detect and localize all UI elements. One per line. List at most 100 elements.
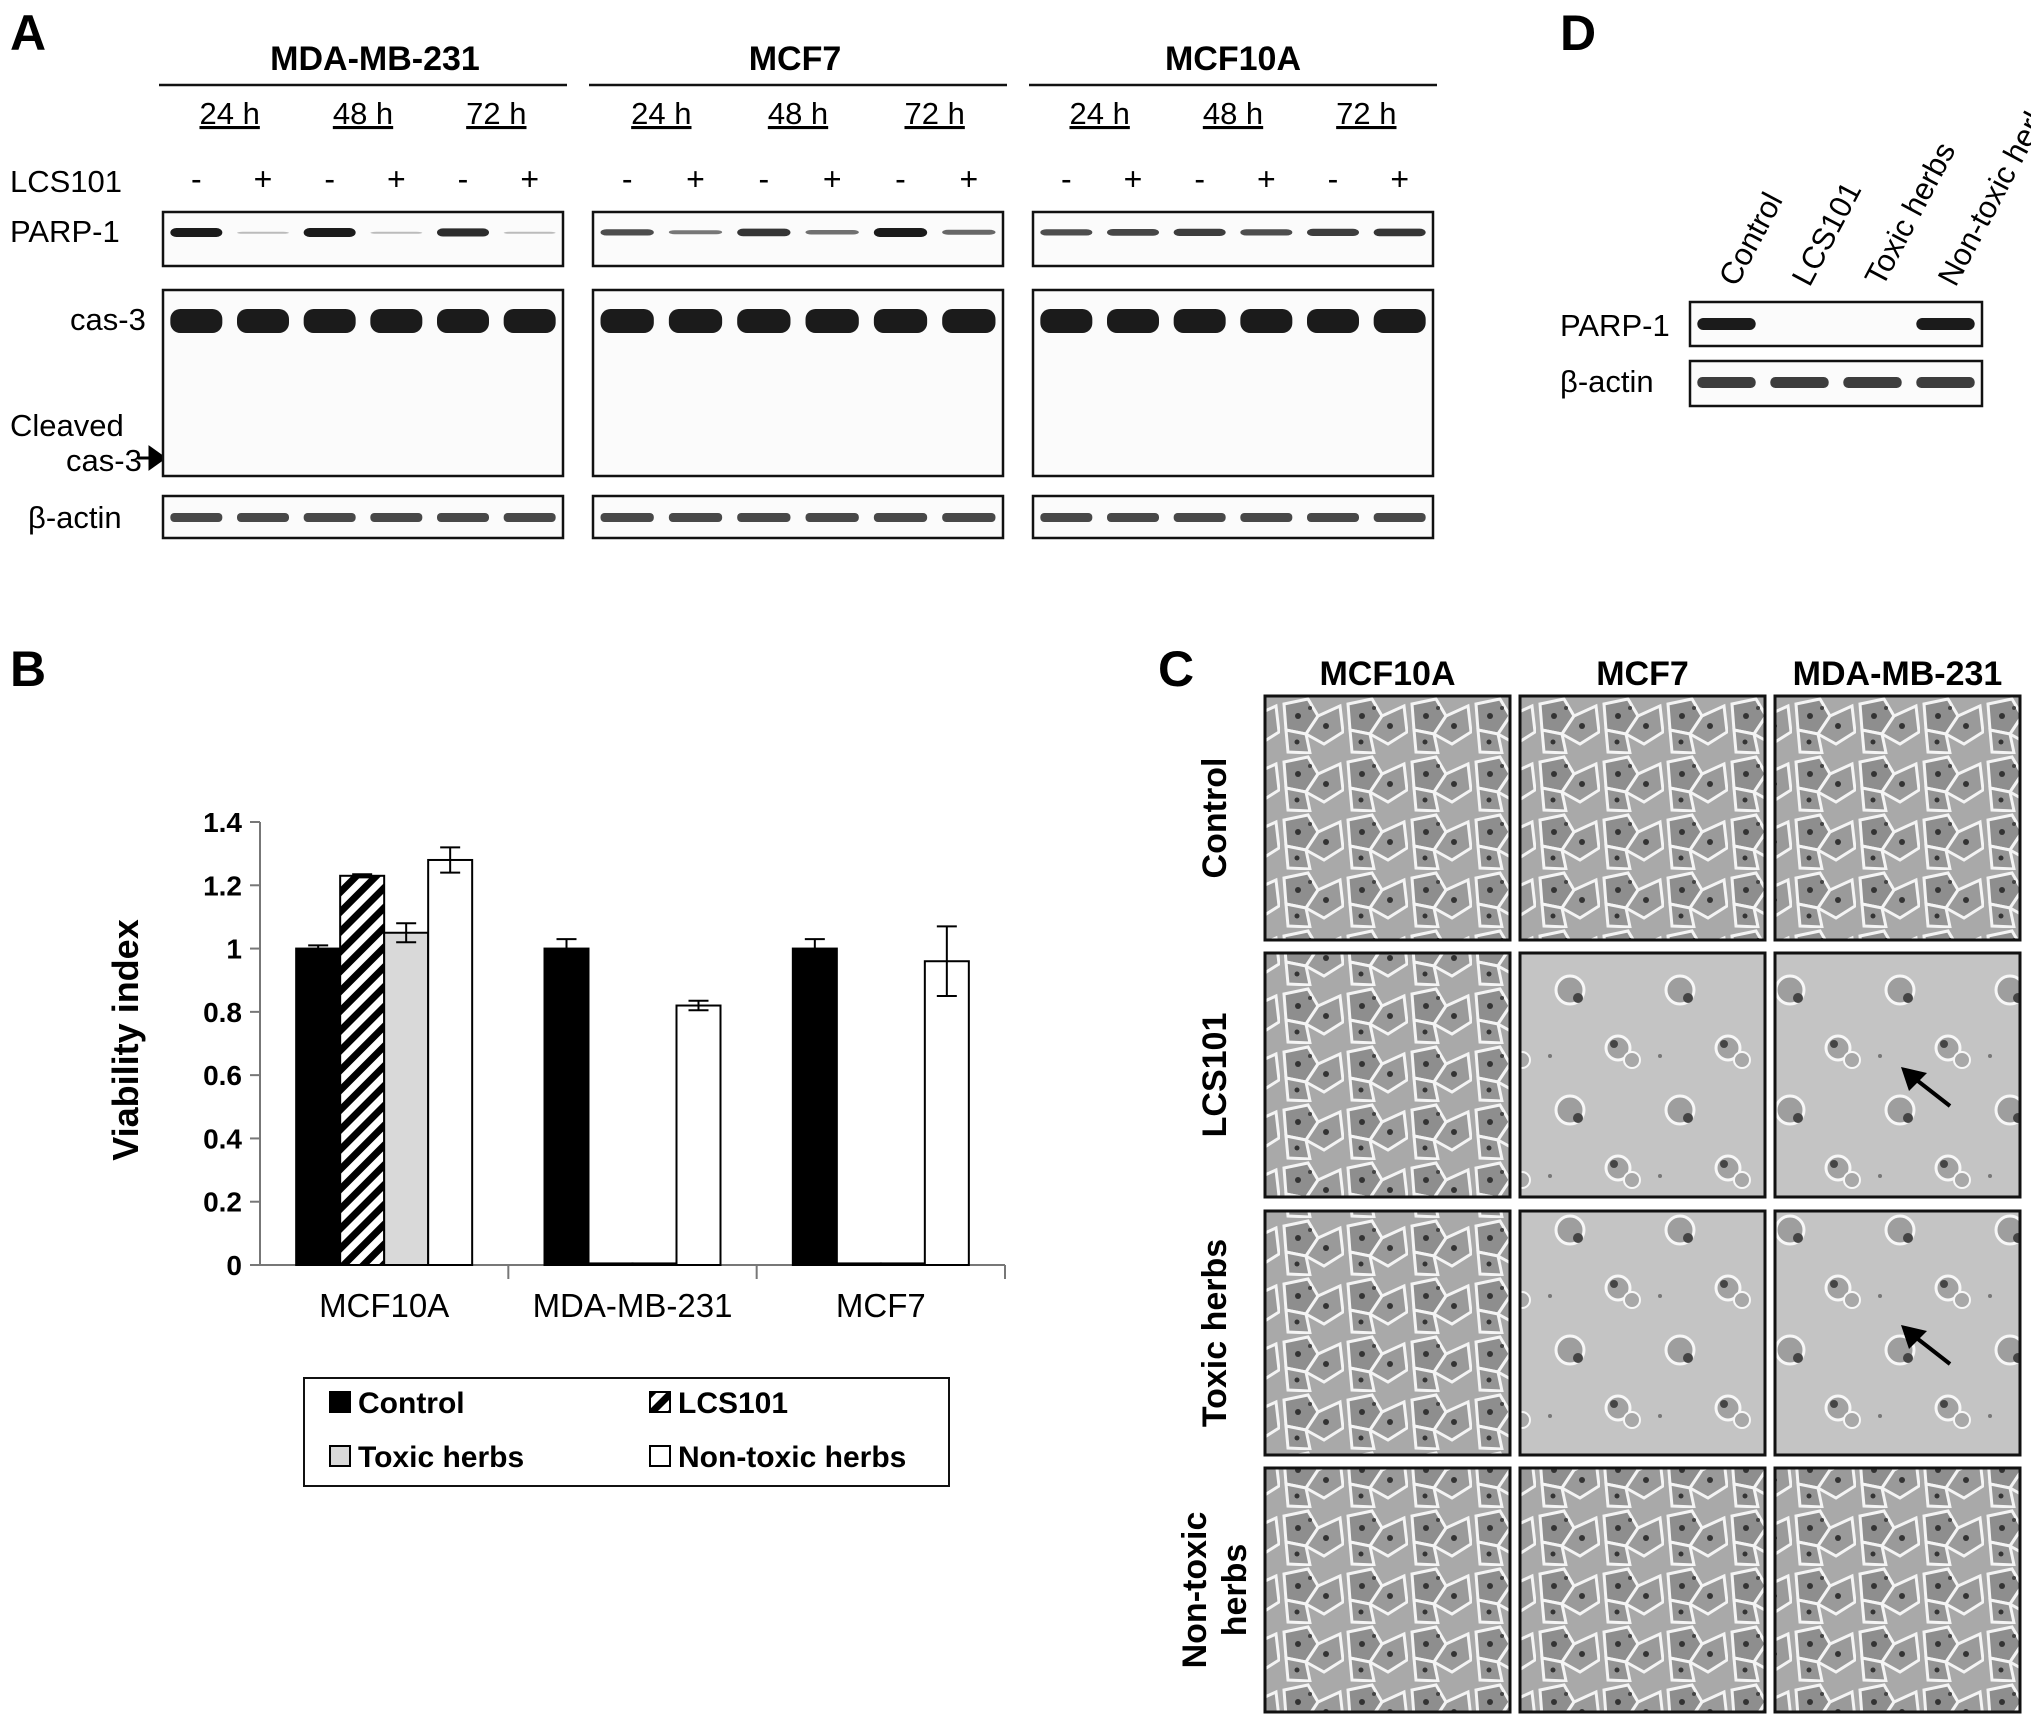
beta-actin-band [370, 513, 423, 522]
bar [879, 1262, 926, 1266]
parp1-blot [591, 210, 1005, 268]
d-lane-label: LCS101 [1785, 176, 1868, 291]
beta-actin-band [170, 513, 223, 522]
beta-actin-band [1173, 513, 1226, 522]
parp1-band [805, 230, 859, 235]
micrograph-image [1773, 951, 2022, 1199]
micrograph-image [1263, 1209, 1512, 1457]
d-beta-actin-band [1916, 377, 1975, 388]
d-parp1-band [1697, 318, 1756, 330]
legend-swatch [329, 1445, 351, 1467]
y-tick-label: 1 [226, 934, 242, 965]
parp1-band [600, 229, 654, 236]
parp1-band [1107, 229, 1159, 236]
micrograph-column-title: MCF7 [1596, 655, 1689, 693]
micrograph-image [1263, 694, 1512, 942]
arrow-icon [1901, 1067, 1952, 1108]
beta-actin-band [1107, 513, 1159, 522]
treatment-sign: + [1124, 161, 1143, 197]
legend-box [303, 1377, 950, 1487]
beta-actin-blot [1031, 494, 1435, 540]
treatment-sign: - [622, 161, 633, 197]
treatment-sign: + [387, 161, 406, 197]
bar [427, 858, 474, 1266]
treatment-sign: - [458, 161, 469, 197]
beta-actin-band [303, 513, 356, 522]
micrograph-image [1263, 951, 1512, 1199]
micrograph-row-label: Control [1196, 758, 1234, 879]
beta-actin-band [1240, 513, 1293, 522]
parp1-blot [161, 210, 565, 268]
micrograph-column-title: MDA-MB-231 [1793, 655, 2003, 693]
parp1-blot [1031, 210, 1435, 268]
parp1-band [873, 228, 928, 237]
bar [339, 874, 386, 1266]
cas3-band [805, 309, 859, 333]
row-label-cleaved-line1: Cleaved [10, 408, 124, 443]
cas3-band [1107, 309, 1159, 333]
micrograph-row-label: Toxic herbs [1196, 1239, 1234, 1427]
micrograph-row-label: LCS101 [1196, 1013, 1234, 1138]
cas3-band [437, 309, 489, 333]
micrograph-image [1773, 1209, 2022, 1457]
parp1-band [1307, 228, 1359, 236]
treatment-sign: + [1390, 161, 1409, 197]
timepoint-label: 72 h [904, 96, 964, 131]
beta-actin-band [805, 513, 859, 522]
timepoint-label: 48 h [1203, 96, 1263, 131]
bar [835, 1262, 882, 1266]
d-beta-actin-band [1770, 377, 1829, 388]
y-axis-title: Viability index [105, 919, 146, 1160]
y-tick-label: 1.4 [203, 807, 242, 838]
parp1-band [370, 231, 423, 234]
beta-actin-band [873, 513, 928, 522]
cas3-band [1373, 309, 1426, 333]
panel-letter-a: A [10, 5, 46, 61]
micrograph-column-title: MCF10A [1319, 655, 1455, 693]
treatment-sign: - [759, 161, 770, 197]
treatment-sign: + [1257, 161, 1276, 197]
y-tick-label: 0 [226, 1250, 242, 1281]
micrograph-image [1263, 1466, 1512, 1714]
category-label: MCF7 [836, 1287, 926, 1324]
beta-actin-band [503, 513, 556, 522]
beta-actin-band [1040, 513, 1093, 522]
micrograph-image [1518, 694, 1767, 942]
parp1-band [1373, 228, 1426, 237]
legend-swatch [649, 1445, 671, 1467]
beta-actin-band [600, 513, 654, 522]
beta-actin-blot [591, 494, 1005, 540]
parp1-band [737, 228, 791, 237]
bar [791, 947, 838, 1266]
micrograph-image [1773, 694, 2022, 942]
micrograph-image [1518, 951, 1767, 1199]
beta-actin-band [1307, 513, 1359, 522]
parp1-band [1040, 229, 1093, 236]
treatment-sign: + [823, 161, 842, 197]
parp1-band [1173, 228, 1226, 236]
cas3-blot [591, 288, 1005, 478]
d-parp1-band [1916, 318, 1975, 330]
micrograph-image [1773, 1466, 2022, 1714]
cas3-band [1173, 309, 1226, 333]
micrograph-image [1518, 1466, 1767, 1714]
y-tick-label: 0.2 [203, 1187, 242, 1218]
d-beta-actin-band [1697, 377, 1756, 388]
d-row-label-beta-actin: β-actin [1560, 364, 1654, 399]
beta-actin-band [1373, 513, 1426, 522]
cas3-band [600, 309, 654, 333]
timepoint-label: 48 h [768, 96, 828, 131]
treatment-sign: + [520, 161, 539, 197]
cas3-blot [161, 288, 565, 478]
panel-letter-c: C [1158, 641, 1194, 697]
legend-label: Control [358, 1387, 465, 1420]
bar [675, 1004, 722, 1266]
row-label-cleaved-line2: cas-3 [66, 443, 142, 478]
cas3-band [503, 309, 556, 333]
cas3-band [1307, 309, 1359, 333]
beta-actin-band [668, 513, 723, 522]
treatment-sign: + [686, 161, 705, 197]
d-lane-label: Control [1712, 187, 1790, 292]
parp1-band [170, 228, 223, 237]
y-tick-label: 0.8 [203, 997, 242, 1028]
